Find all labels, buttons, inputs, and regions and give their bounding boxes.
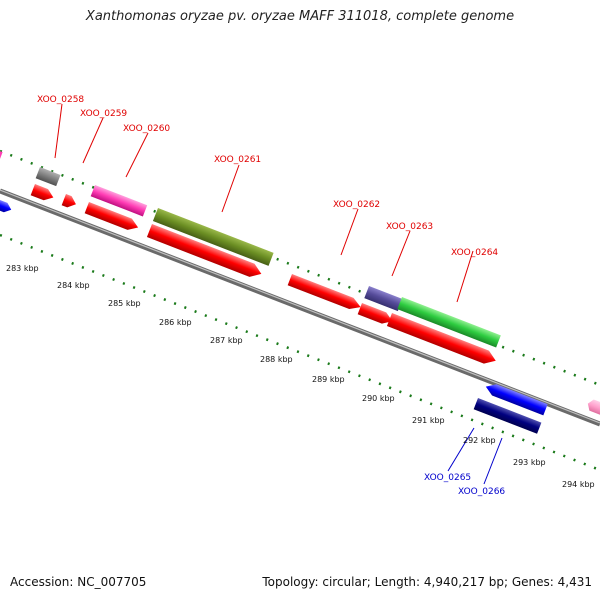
scale-tick-label: 289 kbp (312, 375, 345, 384)
gene-label: XOO_0261 (214, 155, 261, 165)
scale-tick-label: 290 kbp (362, 394, 395, 403)
gene-edge-pink (0, 150, 3, 162)
gene-feature-red-291 (386, 313, 496, 364)
gene-label: XOO_0260 (123, 124, 170, 134)
gene-edge-blue (0, 197, 12, 213)
gene-edge-lightpink (587, 399, 600, 417)
gene-feature-xoo-0261 (152, 208, 274, 266)
topology-text: Topology: circular; Length: 4,940,217 bp… (262, 575, 592, 589)
gene-label: XOO_0263 (386, 222, 433, 232)
scale-tick-label: 291 kbp (412, 416, 445, 425)
scale-tick-label: 294 kbp (562, 480, 595, 489)
gene-feature-xoo-0262 (287, 274, 361, 310)
gene-feature-xoo-0265 (485, 384, 548, 416)
gene-label: XOO_0259 (80, 109, 127, 119)
gene-label: XOO_0266 (458, 487, 505, 497)
gene-labels: XOO_0258 XOO_0259 XOO_0260 XOO_0261 XOO_… (37, 95, 505, 497)
scale-labels: 283 kbp 284 kbp 285 kbp 286 kbp 287 kbp … (6, 264, 595, 489)
outer-tick-track (0, 149, 600, 387)
gene-label: XOO_0258 (37, 95, 84, 105)
gene-feature-xoo-0260 (90, 185, 148, 217)
gene-feature-xoo-0264 (397, 297, 501, 348)
label-leaders (54, 103, 503, 485)
gene-label: XOO_0262 (333, 200, 380, 210)
scale-tick-label: 284 kbp (57, 281, 90, 290)
gene-label: XOO_0265 (424, 473, 471, 483)
scale-tick-label: 283 kbp (6, 264, 39, 273)
gene-feature-xoo-0266 (473, 398, 542, 434)
scale-tick-label: 285 kbp (108, 299, 141, 308)
gene-feature-xoo-0259-b (61, 194, 76, 208)
gene-features (0, 150, 600, 434)
scale-tick-label: 286 kbp (159, 318, 192, 327)
gene-feature-xoo-0258 (35, 167, 61, 187)
gene-feature-xoo-0263 (364, 286, 403, 312)
gene-feature-xoo-0259-a (30, 184, 54, 201)
scale-tick-label: 288 kbp (260, 355, 293, 364)
gene-label: XOO_0264 (451, 248, 498, 258)
inner-tick-track (0, 233, 600, 472)
scale-tick-label: 292 kbp (463, 436, 496, 445)
genome-backbone (0, 188, 600, 427)
gene-feature-red-290 (357, 303, 393, 324)
gene-feature-red-285 (84, 202, 139, 230)
accession-text: Accession: NC_007705 (10, 575, 147, 589)
gene-feature-red-286 (146, 224, 262, 277)
scale-tick-label: 293 kbp (513, 458, 546, 467)
map-title: Xanthomonas oryzae pv. oryzae MAFF 31101… (85, 9, 515, 24)
scale-tick-label: 287 kbp (210, 336, 243, 345)
